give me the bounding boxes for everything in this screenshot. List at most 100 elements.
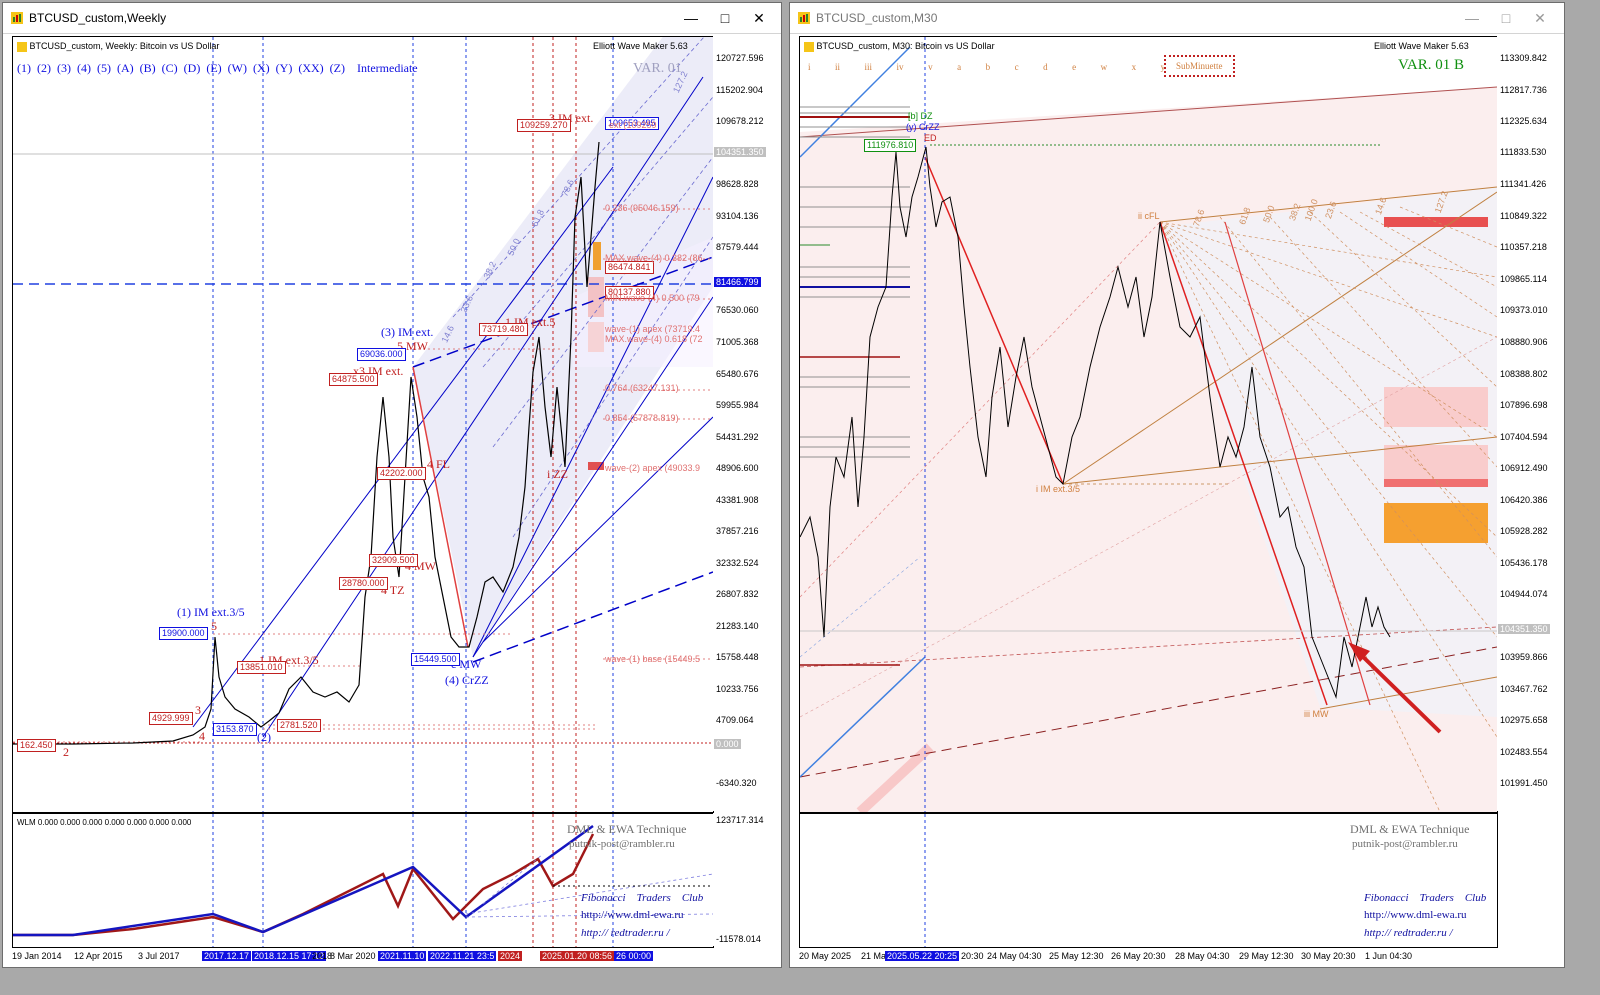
left-chart-header: BTCUSD_custom, Weekly: Bitcoin vs US Dol… [17,41,219,52]
minimize-icon[interactable]: — [684,10,698,26]
time-tick: 24 May 04:30 [987,951,1042,961]
chart-window-icon [798,12,810,24]
left-main-chart[interactable]: BTCUSD_custom, Weekly: Bitcoin vs US Dol… [12,36,714,813]
price-box: 64875.500 [329,373,378,386]
degree-btn[interactable]: (B) [139,61,156,75]
left-sub-chart[interactable]: WLM 0.000 0.000 0.000 0.000 0.000 0.000 … [12,813,714,948]
degree-btn[interactable]: a [957,62,962,72]
left-degree-buttons[interactable]: (1) (2) (3) (4) (5) (A) (B) (C) (D) (E) … [17,61,418,76]
right-main-chart[interactable]: BTCUSD_custom, M30: Bitcoin vs US Dollar… [799,36,1498,813]
degree-btn[interactable]: x [1131,62,1137,72]
maximize-icon[interactable]: □ [720,10,730,26]
degree-btn[interactable]: (5) [97,61,111,75]
sub-axis-tick: 123717.314 [716,815,764,825]
current-price-tag: 104351.350 [714,147,766,157]
degree-btn[interactable]: (W) [227,61,247,75]
degree-btn[interactable]: (2) [37,61,51,75]
right-chart-window[interactable]: BTCUSD_custom,M30 — □ ✕ [789,2,1565,968]
right-sub-canvas [924,814,926,947]
price-tick: 110357.218 [1500,242,1547,252]
left-window-titlebar[interactable]: BTCUSD_custom,Weekly — □ ✕ [3,3,781,34]
fib-label: MAX.wave-(4) 0.618 (72 [605,334,703,344]
time-tick: 3 Jul 2017 [138,951,180,961]
brand-text: DML & EWA Technique [1350,822,1470,836]
degree-btn[interactable]: (D) [183,61,201,75]
degree-btn[interactable]: (XX) [298,61,324,75]
price-tick: 105436.178 [1500,558,1548,568]
right-chart-header: BTCUSD_custom, M30: Bitcoin vs US Dollar [804,41,995,52]
wave-label: i IM ext.3/5 [1036,484,1081,494]
price-tick: 107896.698 [1500,400,1548,410]
url-link[interactable]: http://www.dml-ewa.ru [581,909,684,921]
degree-btn[interactable]: ii [835,62,841,72]
zero-price-tag: 0.000 [714,739,741,749]
price-tick: 112325.634 [1500,116,1547,126]
price-tick: 111341.426 [1500,179,1547,189]
price-tick: 76530.060 [716,305,759,315]
price-box: 3153.870 [213,723,257,736]
degree-btn[interactable]: i [808,62,811,72]
degree-btn[interactable]: w [1100,62,1108,72]
degree-btn[interactable]: (3) [57,61,71,75]
price-tick: 26807.832 [716,589,759,599]
price-tick: 120727.596 [716,53,764,63]
right-sub-chart[interactable]: DML & EWA Technique putnik-post@rambler.… [799,813,1498,948]
price-box: 15449.500 [411,653,460,666]
degree-name[interactable]: Intermediate [357,61,418,75]
degree-btn[interactable]: v [928,62,933,72]
degree-btn[interactable]: (1) [17,61,31,75]
price-tick: 106912.490 [1500,463,1548,473]
wave-label: 2 [63,745,69,759]
degree-name-selected[interactable]: SubMinuette [1164,55,1235,77]
degree-btn[interactable]: (A) [117,61,134,75]
wlm-red-line [13,833,595,937]
degree-btn[interactable]: (4) [77,61,91,75]
maximize-icon[interactable]: □ [1501,10,1511,26]
fib-label: wave-(1) apex (73719.4 [605,324,701,334]
right-price-axis[interactable]: 113309.842 112817.736 112325.634 111833.… [1497,36,1563,811]
price-tick: 109373.010 [1500,305,1548,315]
url-link[interactable]: http:// redtrader.ru / [1364,927,1453,939]
price-tick: 113309.842 [1500,53,1547,63]
price-tick: 54431.292 [716,432,759,442]
wave-label: 3 [195,703,201,717]
price-box: 2781.520 [277,719,321,732]
time-tick: 20:30 [961,951,984,961]
degree-btn[interactable]: b [985,62,991,72]
degree-btn[interactable]: (C) [161,61,178,75]
current-price-tag: 104351.350 [1498,624,1550,634]
left-indicator-name: Elliott Wave Maker 5.63 [593,41,688,51]
left-price-axis[interactable]: 120727.596 115202.904 109678.212 104351.… [713,36,781,811]
wave-label: iii MW [1304,709,1329,719]
btc-weekly-price-line [13,141,600,745]
right-window-title: BTCUSD_custom,M30 [816,11,938,25]
degree-btn[interactable]: (Y) [275,61,293,75]
right-window-titlebar[interactable]: BTCUSD_custom,M30 — □ ✕ [790,3,1564,34]
left-time-axis[interactable]: 19 Jan 2014 12 Apr 2015 3 Jul 2017 2017.… [12,947,782,967]
price-tick: 102483.554 [1500,747,1548,757]
close-icon[interactable]: ✕ [753,10,765,26]
degree-btn[interactable]: e [1072,62,1077,72]
time-tick: 28 May 04:30 [1175,951,1230,961]
degree-btn[interactable]: d [1043,62,1048,72]
degree-btn[interactable]: (Z) [329,61,345,75]
close-icon[interactable]: ✕ [1534,10,1546,26]
url-link[interactable]: http:// redtrader.ru / [581,927,670,939]
degree-btn[interactable]: (E) [206,61,222,75]
time-highlight: 2022.11.21 23:5 [428,951,497,961]
degree-btn[interactable]: iv [896,62,904,72]
price-box: 162.450 [17,739,56,752]
wlm-blue-line [13,824,594,937]
fib-label: 0.764 (63247.131) [605,383,679,393]
degree-btn[interactable]: y [1160,62,1166,72]
right-time-axis[interactable]: 20 May 2025 21 Ma 2025.05.22 20:25 20:30… [799,947,1559,967]
degree-btn[interactable]: (X) [253,61,270,75]
degree-btn[interactable]: iii [864,62,873,72]
left-chart-window[interactable]: BTCUSD_custom,Weekly — □ ✕ [2,2,782,968]
price-tick: 10233.756 [716,684,759,694]
url-link[interactable]: http://www.dml-ewa.ru [1364,909,1467,921]
degree-btn[interactable]: c [1014,62,1019,72]
right-var-label: VAR. 01 B [1398,57,1464,73]
minimize-icon[interactable]: — [1465,10,1479,26]
time-highlight: 2017.12.17 [202,951,252,961]
